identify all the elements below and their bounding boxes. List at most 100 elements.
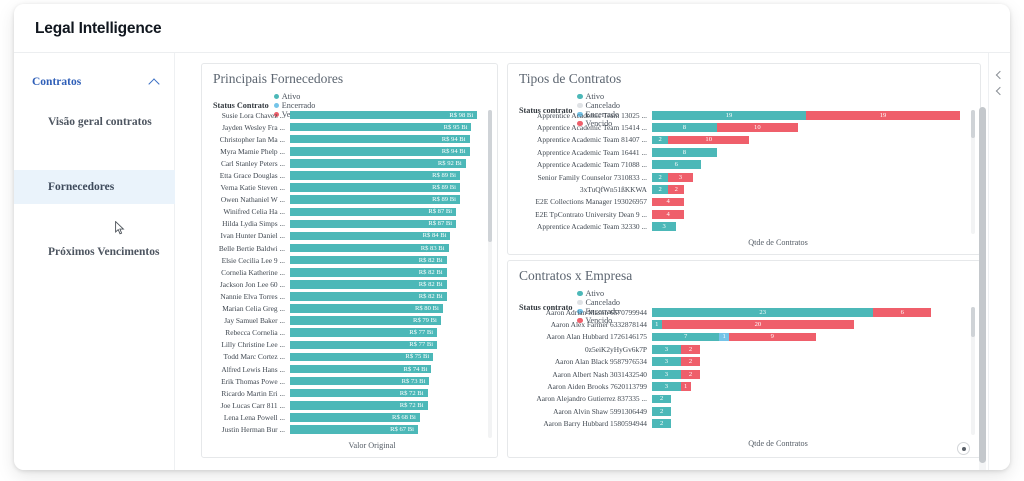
bar-segment-ativo[interactable]: R$ 72 Bi [290,388,428,398]
bar-segment-ativo[interactable]: R$ 82 Bi [290,292,447,301]
bar-segment-vencido[interactable]: 4 [652,209,685,219]
bar-segment-ativo[interactable]: R$ 98 Bi [290,110,478,120]
bar-segment-ativo[interactable]: R$ 92 Bi [290,159,466,168]
chart-bar-row[interactable]: Alfred Lewis Hans ... R$ 74 Bi [208,363,485,375]
bar-segment-vencido[interactable]: 4 [652,197,685,207]
chart-bar-row[interactable]: Joe Lucas Carr 811 ... R$ 72 Bi [208,399,485,411]
bar-segment-vencido[interactable]: 2 [680,344,701,354]
bar-segment-ativo[interactable]: R$ 79 Bi [290,316,441,325]
canvas-scrollbar-thumb[interactable] [979,107,986,463]
chart-bar-row[interactable]: Lena Lena Powell ... R$ 68 Bi [208,411,485,423]
chart-bar-row[interactable]: Apprentice Academic Team 15414 ... 8 10 [514,121,966,133]
legend-item-encerrado[interactable]: Encerrado [577,307,620,316]
chart-bar-row[interactable]: 0z5eiK2yHyGv6k7P 3 2 [514,343,966,355]
bar-segment-ativo[interactable]: 2 [652,394,672,404]
bar-segment-vencido[interactable]: 6 [873,307,932,317]
chart-bar-row[interactable]: Jayden Wesley Fra ... R$ 95 Bi [208,121,485,133]
chart-bar-row[interactable]: Ricardo Martin Eri ... R$ 72 Bi [208,387,485,399]
legend-item-ativo[interactable]: Ativo [273,92,316,101]
chart-bar-row[interactable]: Aaron Alejandro Gutierrez 837335 ... 2 [514,393,966,405]
chart-bar-row[interactable]: Belle Bertie Baldwi ... R$ 83 Bi [208,242,485,254]
bar-segment-ativo[interactable]: R$ 74 Bi [290,364,432,374]
bar-segment-ativo[interactable]: 2 [652,406,672,416]
bar-segment-ativo[interactable]: R$ 83 Bi [290,243,449,253]
bar-segment-ativo[interactable]: R$ 80 Bi [290,304,443,313]
chart-bar-row[interactable]: Justin Herman Bur ... R$ 67 Bi [208,423,485,435]
chart-bar-row[interactable]: Apprentice Academic Team 32330 ... 3 [514,221,966,233]
chart-bar-row[interactable]: Aaron Alan Hubbard 1726146175 7 1 9 [514,331,966,343]
bar-segment-ativo[interactable]: 23 [652,307,874,317]
bar-segment-ativo[interactable]: R$ 89 Bi [290,171,460,180]
chart-bar-row[interactable]: Owen Nathaniel W ... R$ 89 Bi [208,194,485,206]
bar-segment-ativo[interactable]: 8 [652,123,717,132]
chart-bar-row[interactable]: Aaron Aiden Brooks 7620113799 3 1 [514,380,966,392]
legend-item-vencido[interactable]: Vencido [577,316,620,325]
zoom-control-button[interactable] [957,442,970,455]
bar-segment-ativo[interactable]: 3 [652,344,681,354]
bar-segment-ativo[interactable]: 3 [652,369,681,379]
chart-bar-row[interactable]: Elsie Cecilia Lee 9 ... R$ 82 Bi [208,254,485,266]
legend-item-cancelado[interactable]: Cancelado [577,298,620,307]
legend-item-encerrado[interactable]: Encerrado [273,101,315,110]
chart-bar-row[interactable]: Nannie Elva Torres ... R$ 82 Bi [208,290,485,302]
chart-bar-row[interactable]: Apprentice Academic Team 16441 ... 8 [514,146,966,158]
bar-segment-vencido[interactable]: 2 [680,369,701,379]
bar-segment-vencido[interactable]: 2 [680,357,701,367]
chart-bar-row[interactable]: Senior Family Counselor 7310833 ... 2 3 [514,171,966,183]
bar-segment-vencido[interactable]: 20 [661,320,855,329]
bar-segment-ativo[interactable]: 2 [652,419,672,429]
chart-bar-row[interactable]: E2E Collections Manager 193026957 4 [514,196,966,208]
bar-segment-ativo[interactable]: 3 [652,357,681,367]
bar-segment-ativo[interactable]: 7 [652,332,720,342]
legend-item-ativo[interactable]: Ativo [577,92,620,101]
bar-segment-ativo[interactable]: R$ 89 Bi [290,195,460,204]
chevron-left-icon-secondary[interactable] [996,87,1004,95]
bar-segment-vencido[interactable]: 3 [668,172,693,182]
chart-bar-row[interactable]: Aaron Adrian Mason 6570799944 23 6 [514,306,966,318]
chart-bar-row[interactable]: Lilly Christine Lee ... R$ 77 Bi [208,339,485,351]
chart-bar-row[interactable]: Carl Stanley Peters ... R$ 92 Bi [208,157,485,169]
bar-segment-vencido[interactable]: 9 [729,332,816,342]
bar-segment-ativo[interactable]: R$ 82 Bi [290,280,447,289]
chevron-left-icon[interactable] [996,71,1004,79]
bar-segment-ativo[interactable]: R$ 84 Bi [290,231,451,241]
bar-segment-ativo[interactable]: R$ 82 Bi [290,255,447,265]
legend-item-cancelado[interactable]: Cancelado [577,101,620,110]
bar-segment-ativo[interactable]: R$ 94 Bi [290,147,470,156]
bar-segment-vencido[interactable]: 1 [680,382,691,391]
chart-bar-row[interactable]: 3xTuQfWn51ßKKWA 2 2 [514,183,966,195]
chart-bar-row[interactable]: Christopher Ian Ma ... R$ 94 Bi [208,133,485,145]
chart-bar-row[interactable]: Cornelia Katherine ... R$ 82 Bi [208,266,485,278]
bar-segment-ativo[interactable]: R$ 67 Bi [290,425,418,434]
bar-segment-ativo[interactable]: R$ 94 Bi [290,134,470,144]
chart-bar-row[interactable]: Ivan Hunter Daniel ... R$ 84 Bi [208,230,485,242]
sidebar-item-visão-geral-contratos[interactable]: Visão geral contratos [14,105,175,139]
chart-bar-row[interactable]: Aaron Barry Hubbard 1580594944 2 [514,418,966,430]
sidebar-item-próximos-vencimentos[interactable]: Próximos Vencimentos [14,235,175,269]
sidebar-group-contratos[interactable]: Contratos [14,68,175,96]
bar-segment-ativo[interactable]: R$ 77 Bi [290,328,438,337]
chart-bar-row[interactable]: Aaron Alvin Shaw 5991306449 2 [514,405,966,417]
chart-bar-row[interactable]: E2E TpContrato University Dean 9 ... 4 [514,208,966,220]
chart-bar-row[interactable]: Susie Lora Chavez ... R$ 98 Bi [208,109,485,121]
sidebar-item-fornecedores[interactable]: Fornecedores [14,170,175,204]
legend-item-vencido[interactable]: Vencido [577,119,620,128]
bar-segment-ativo[interactable]: R$ 95 Bi [290,122,472,132]
chart-bar-row[interactable]: Apprentice Academic Team 81407 ... 2 10 [514,134,966,146]
chart-bar-row[interactable]: Hilda Lydia Simps ... R$ 87 Bi [208,218,485,230]
chart-bar-row[interactable]: Aaron Albert Nash 3031432540 3 2 [514,368,966,380]
bar-segment-ativo[interactable]: R$ 87 Bi [290,219,457,229]
bar-segment-ativo[interactable]: 3 [652,222,677,232]
chart-bar-row[interactable]: Verna Katie Steven ... R$ 89 Bi [208,182,485,194]
bar-segment-ativo[interactable]: 2 [652,172,669,182]
bar-segment-vencido[interactable]: 10 [716,123,798,132]
chart-bar-row[interactable]: Winifred Celia Ha ... R$ 87 Bi [208,206,485,218]
chart-bar-row[interactable]: Jay Samuel Baker ... R$ 79 Bi [208,315,485,327]
bar-segment-ativo[interactable]: R$ 82 Bi [290,268,447,277]
chart-bar-row[interactable]: Jackson Jon Lee 60 ... R$ 82 Bi [208,278,485,290]
bar-segment-ativo[interactable]: 1 [652,320,662,329]
bar-segment-ativo[interactable]: 8 [652,147,717,157]
bar-segment-ativo[interactable]: R$ 77 Bi [290,340,438,350]
chart-bar-row[interactable]: Myra Mamie Phelp ... R$ 94 Bi [208,145,485,157]
chart-scrollbar-thumb[interactable] [971,307,975,337]
